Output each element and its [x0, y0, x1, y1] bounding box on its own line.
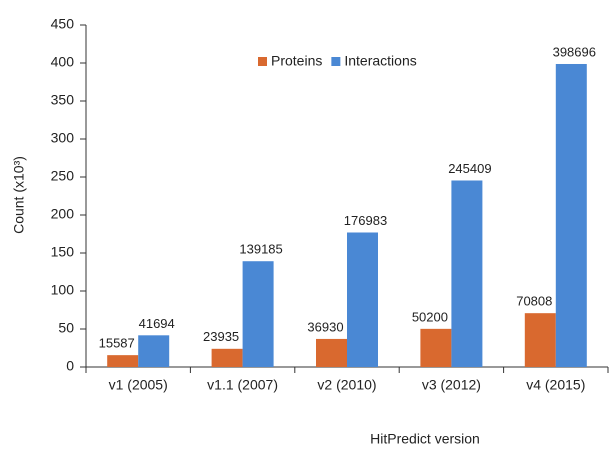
x-tick-label: v3 (2012)	[422, 377, 481, 393]
bar	[211, 348, 243, 367]
y-tick-label: 250	[51, 168, 75, 184]
x-tick-label: v1.1 (2007)	[207, 377, 278, 393]
x-axis-label: HitPredict version	[370, 431, 480, 447]
bar	[347, 232, 378, 367]
value-label: 50200	[412, 309, 448, 324]
legend-swatch	[258, 57, 267, 66]
y-tick-label: 350	[51, 92, 75, 108]
bar	[420, 328, 452, 367]
bar	[555, 63, 587, 368]
y-tick-label: 100	[51, 282, 75, 298]
y-tick-label: 450	[51, 16, 75, 32]
y-tick-label: 300	[51, 130, 75, 146]
bar	[451, 180, 483, 367]
value-label: 23935	[203, 329, 239, 344]
value-label: 398696	[553, 44, 596, 59]
value-label: 15587	[99, 336, 135, 351]
bar	[107, 355, 139, 367]
y-tick-label: 400	[51, 54, 75, 70]
value-label: 139185	[239, 242, 282, 257]
value-label: 36930	[307, 319, 343, 334]
y-tick-label: 50	[58, 320, 74, 336]
y-tick-label: 200	[51, 206, 75, 222]
x-tick-label: v2 (2010)	[317, 377, 376, 393]
legend-label: Proteins	[271, 53, 322, 69]
y-tick-label: 0	[66, 358, 74, 374]
x-tick-label: v4 (2015)	[526, 377, 585, 393]
legend-swatch	[331, 57, 341, 66]
bar	[242, 261, 274, 367]
legend-label: Interactions	[344, 53, 416, 69]
y-tick-label: 150	[51, 244, 75, 260]
value-label: 41694	[139, 316, 175, 331]
bar	[138, 335, 170, 367]
value-label: 176983	[344, 213, 387, 228]
value-label: 245409	[448, 161, 491, 176]
y-axis-label: Count (x10³)	[11, 156, 27, 234]
bar	[524, 313, 556, 367]
bar	[316, 338, 347, 367]
x-tick-label: v1 (2005)	[109, 377, 168, 393]
value-label: 70808	[516, 294, 552, 309]
